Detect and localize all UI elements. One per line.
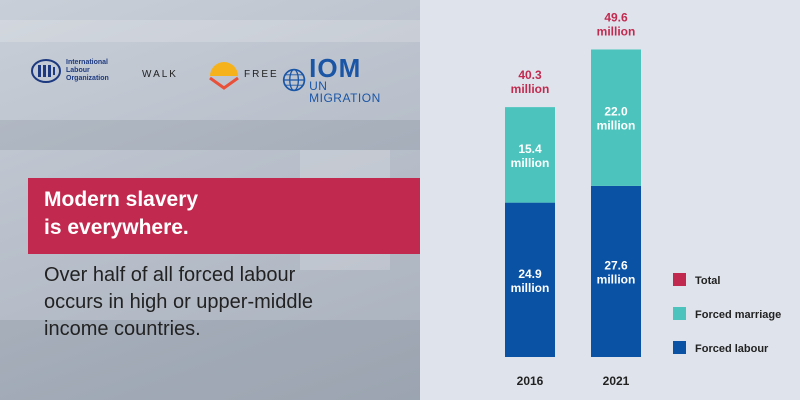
legend-swatch <box>673 341 686 354</box>
ilo-wordmark: International Labour Organization <box>66 59 136 83</box>
background-stripe <box>0 120 420 150</box>
bar-forced-labour-label-unit: million <box>597 272 636 286</box>
headline-line: is everywhere. <box>44 216 189 239</box>
subheading-line: Over half of all forced labour <box>44 264 296 286</box>
ilo-text-line: International <box>66 59 109 66</box>
iom-wordmark: IOM UN MIGRATION <box>309 53 390 105</box>
total-label-value: 40.3 <box>518 68 542 82</box>
total-label-unit: million <box>597 24 636 38</box>
iom-title: IOM <box>309 53 362 83</box>
legend-label: Total <box>695 275 720 287</box>
total-label-value: 49.6 <box>604 10 628 24</box>
bar-forced-marriage-label-unit: million <box>511 156 550 170</box>
bar-forced-marriage-label-value: 22.0 <box>604 105 628 119</box>
subheading-line: income countries. <box>44 318 201 340</box>
legend-label: Forced marriage <box>695 309 781 321</box>
subheading: Over half of all forced labour occurs in… <box>44 262 384 343</box>
total-label-unit: million <box>511 82 550 96</box>
bar-forced-labour-label-value: 24.9 <box>518 267 542 281</box>
stacked-bar-chart: 24.9 million 15.4 million 40.3 million 2016 27.… <box>420 0 800 400</box>
bar-forced-marriage-label-unit: million <box>597 119 636 133</box>
legend-label: Forced labour <box>695 343 769 355</box>
ilo-text-line: Labour <box>66 67 90 74</box>
bar-forced-labour-label-value: 27.6 <box>604 258 628 272</box>
legend-swatch <box>673 273 686 286</box>
x-tick-label: 2016 <box>517 374 544 388</box>
chart-canvas: 24.9million15.4million40.3million201627.… <box>505 10 781 388</box>
iom-logo: IOM UN MIGRATION <box>282 53 390 105</box>
iom-subtitle: UN MIGRATION <box>309 79 381 105</box>
bar-forced-labour <box>505 202 555 357</box>
walkfree-word-right: FREE <box>244 69 279 80</box>
ilo-text-line: Organization <box>66 75 109 82</box>
subheading-line: occurs in high or upper-middle <box>44 291 314 313</box>
walkfree-logo: WALK FREE <box>142 60 282 90</box>
walkfree-sun-icon <box>209 62 239 90</box>
bar-forced-marriage <box>505 107 555 203</box>
walkfree-word-left: WALK <box>142 69 178 80</box>
headline-banner: Modern slavery is everywhere. <box>28 178 420 254</box>
background-block <box>0 320 420 400</box>
ilo-logo: International Labour Organization <box>30 58 136 84</box>
headline-line: Modern slavery <box>44 188 199 211</box>
ilo-emblem-icon <box>31 59 61 83</box>
legend-swatch <box>673 307 686 320</box>
x-tick-label: 2021 <box>603 374 630 388</box>
hero-panel: International Labour Organization WALK F… <box>0 0 420 400</box>
bar-forced-marriage-label-value: 15.4 <box>518 142 542 156</box>
bar-forced-labour <box>591 185 641 357</box>
bar-forced-labour-label-unit: million <box>511 281 550 295</box>
bar-forced-marriage <box>591 49 641 186</box>
background-stripe <box>0 20 420 42</box>
partner-logos: International Labour Organization WALK F… <box>30 55 390 104</box>
globe-icon <box>282 68 306 92</box>
